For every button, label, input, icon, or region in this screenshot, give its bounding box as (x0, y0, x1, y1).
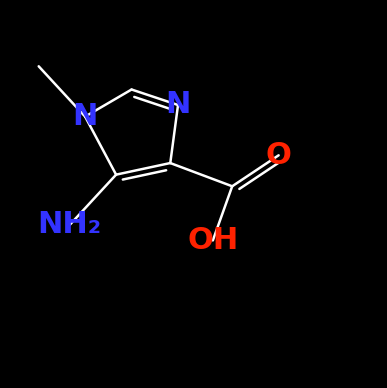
Text: N: N (165, 90, 191, 120)
Text: NH₂: NH₂ (38, 210, 102, 239)
Text: O: O (266, 141, 291, 170)
Text: OH: OH (187, 226, 238, 255)
Text: N: N (72, 102, 98, 131)
